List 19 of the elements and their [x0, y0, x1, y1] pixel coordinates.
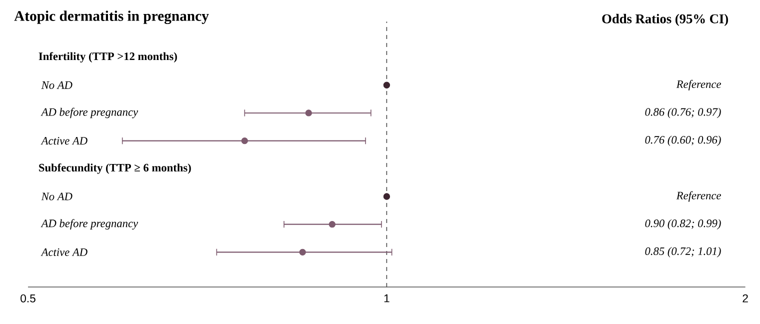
annotation: 0.85 (0.72; 1.01)	[645, 247, 721, 258]
x-tick-label: 2	[742, 294, 748, 302]
x-tick-label: 0.5	[20, 294, 36, 302]
y-tick-label: No AD	[41, 192, 72, 200]
annotation: Odds Ratios (95% CI)	[602, 14, 728, 26]
y-tick-label: Infertility (TTP >12 months)	[38, 52, 177, 63]
y-tick-label: Subfecundity (TTP ≥ 6 months)	[39, 163, 191, 174]
y-tick-label: AD before pregnancy	[40, 219, 138, 230]
y-tick-label: Active AD	[40, 248, 88, 256]
chart-title: Atopic dermatitis in pregnancy	[14, 10, 209, 24]
annotation: Reference	[676, 191, 721, 202]
y-tick-label: No AD	[41, 81, 72, 89]
y-tick-label: Active AD	[40, 137, 88, 145]
annotation: 0.86 (0.76; 0.97)	[645, 108, 721, 118]
annotation: Reference	[676, 80, 721, 90]
x-tick-label: 1	[384, 294, 390, 302]
annotation: 0.76 (0.60; 0.96)	[645, 136, 721, 146]
y-tick-label: AD before pregnancy	[40, 108, 138, 118]
annotation: 0.90 (0.82; 0.99)	[645, 219, 721, 230]
